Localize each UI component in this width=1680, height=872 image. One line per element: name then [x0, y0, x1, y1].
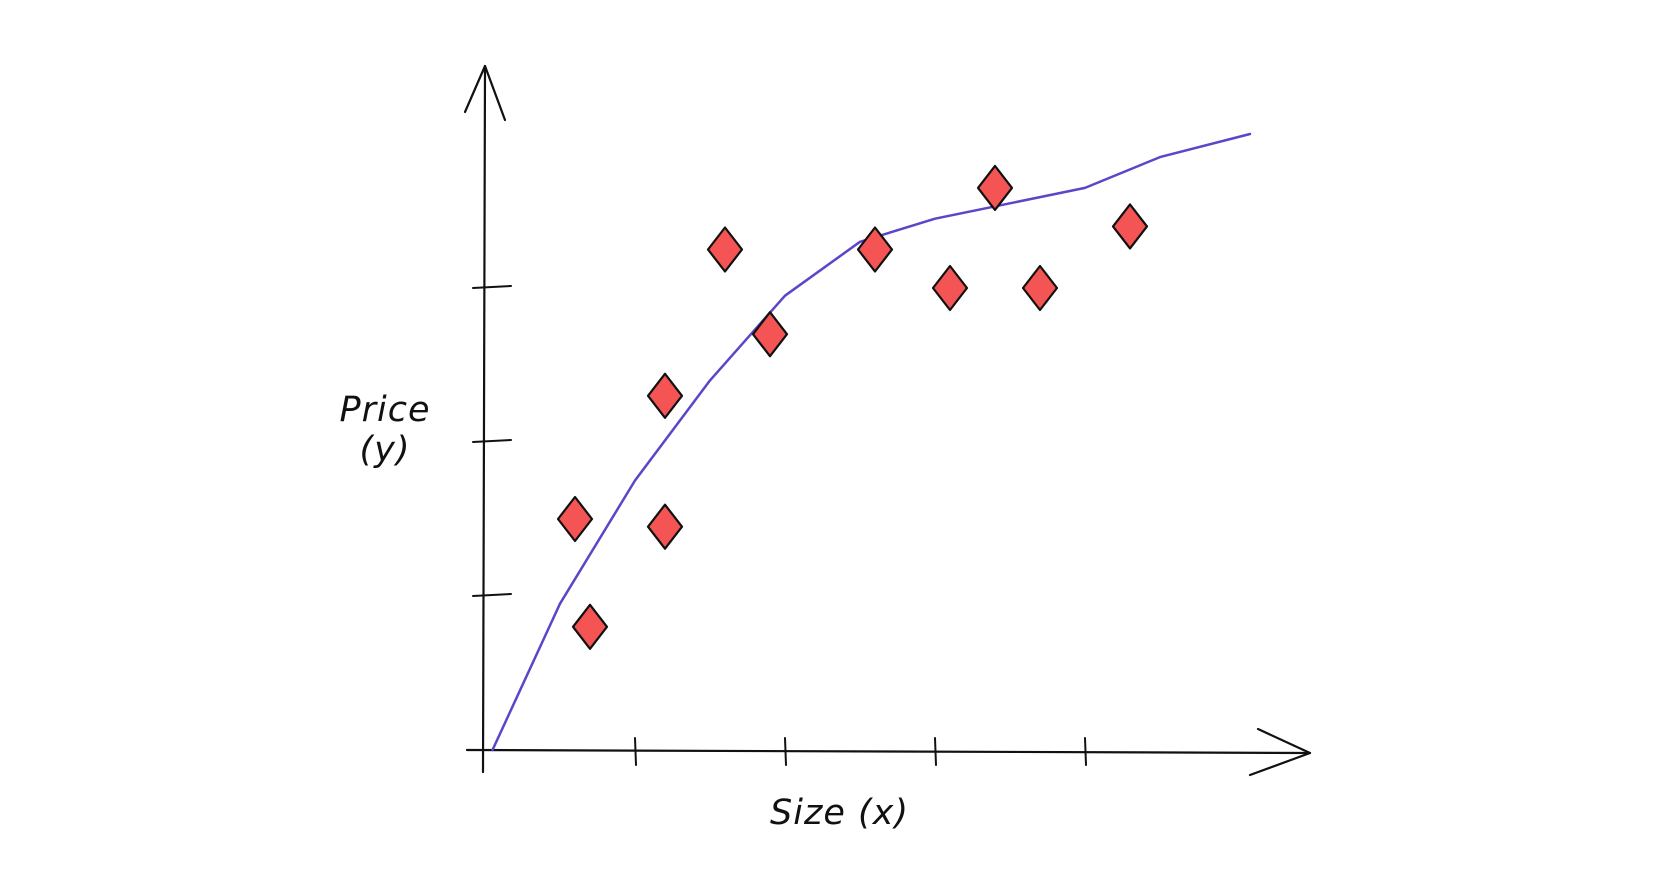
y-tick-2	[472, 439, 512, 443]
data-point-4	[646, 503, 684, 550]
data-point-7	[856, 226, 894, 273]
data-point-1	[556, 495, 594, 543]
data-point-3	[646, 372, 684, 419]
y-axis-line	[481, 64, 487, 774]
data-point-8	[931, 264, 969, 312]
y-axis-label: Price (y)	[330, 390, 440, 471]
x-axis-line	[465, 748, 1312, 755]
data-point-2	[571, 603, 609, 650]
data-point-9	[976, 164, 1014, 211]
fit-curve	[491, 132, 1252, 752]
y-axis-arrowhead	[463, 64, 507, 122]
data-point-5	[706, 226, 744, 273]
x-axis-arrowhead	[1248, 727, 1312, 777]
data-point-10	[1021, 264, 1059, 312]
x-tick-3	[934, 737, 937, 766]
x-axis-label: Size (x)	[770, 793, 909, 833]
x-tick-1	[634, 737, 637, 766]
data-point-11	[1111, 203, 1149, 250]
data-point-6	[751, 311, 789, 358]
y-axis-label-line-2: (y)	[359, 430, 411, 471]
x-tick-4	[1084, 737, 1087, 766]
y-tick-3	[472, 285, 512, 289]
y-tick-1	[472, 593, 512, 597]
x-tick-2	[784, 737, 787, 766]
y-axis-label-line-1: Price	[339, 390, 431, 430]
